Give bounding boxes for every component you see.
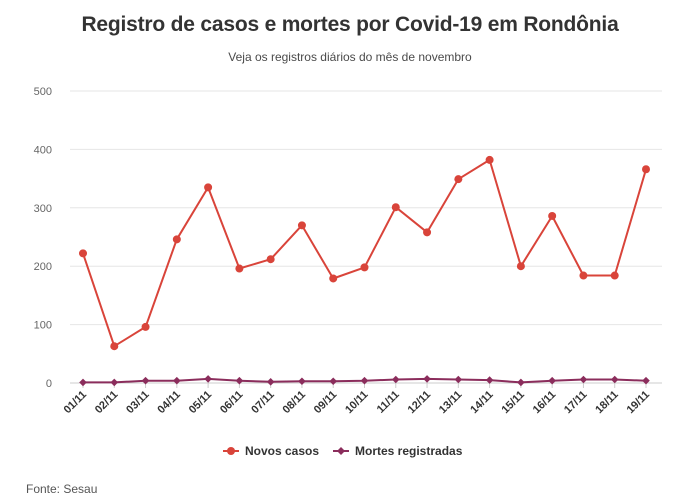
data-point-cases (579, 271, 588, 280)
data-point-cases (642, 165, 650, 174)
data-point-deaths (548, 376, 556, 385)
x-tick-label: 05/11 (187, 389, 215, 417)
legend-label-cases: Novos casos (245, 444, 319, 458)
series-layer (79, 155, 650, 387)
data-point-deaths (642, 376, 650, 385)
data-point-cases (266, 255, 275, 264)
y-axis-ticks: 0 100 200 300 400 500 (34, 86, 52, 390)
data-point-cases (110, 342, 119, 351)
legend-marker-cases (227, 447, 235, 455)
y-tick-label: 400 (34, 144, 52, 156)
x-tick-label: 15/11 (499, 389, 527, 417)
x-tick-label: 17/11 (562, 389, 590, 417)
data-point-deaths (423, 375, 431, 383)
x-tick-label: 14/11 (468, 389, 496, 417)
data-point-deaths (329, 377, 338, 386)
source-note: Fonte: Sesau (26, 482, 98, 496)
data-point-deaths (110, 378, 119, 387)
gridlines (70, 90, 662, 384)
data-point-deaths (235, 376, 244, 385)
data-point-cases (79, 249, 87, 258)
data-point-cases (391, 203, 400, 212)
data-point-deaths (298, 377, 306, 386)
data-point-deaths (454, 375, 463, 384)
x-tick-label: 01/11 (62, 389, 90, 417)
data-point-deaths (173, 376, 181, 385)
data-point-cases (610, 271, 619, 280)
y-tick-label: 200 (34, 261, 52, 273)
x-tick-label: 11/11 (375, 389, 402, 416)
x-tick-label: 16/11 (531, 389, 559, 417)
data-point-cases (454, 175, 463, 184)
x-tick-label: 13/11 (437, 389, 465, 417)
x-tick-label: 04/11 (155, 389, 183, 417)
x-tick-label: 12/11 (406, 389, 434, 417)
data-point-deaths (610, 375, 619, 384)
chart-subtitle: Veja os registros diários do mês de nove… (228, 50, 472, 64)
x-tick-label: 10/11 (343, 389, 371, 417)
x-tick-label: 19/11 (625, 389, 653, 417)
x-tick-label: 03/11 (124, 389, 152, 417)
legend-marker-deaths (337, 447, 345, 455)
y-tick-label: 0 (46, 378, 52, 390)
data-point-deaths (517, 378, 525, 387)
chart-title: Registro de casos e mortes por Covid-19 … (81, 13, 619, 36)
x-tick-label: 18/11 (593, 389, 621, 417)
y-tick-label: 300 (34, 203, 52, 215)
data-point-cases (141, 322, 150, 331)
data-point-deaths (204, 375, 212, 383)
data-point-cases (548, 211, 557, 220)
data-point-cases (423, 228, 432, 237)
data-point-cases (235, 264, 244, 273)
x-tick-label: 08/11 (281, 389, 309, 417)
line-chart: 0 100 200 300 400 500 01/11 02/11 03/11 04/11 05/… (34, 86, 662, 458)
legend: Novos casos Mortes registradas (223, 444, 463, 458)
x-tick-label: 07/11 (249, 389, 277, 417)
data-point-deaths (485, 376, 494, 384)
x-tick-label: 06/11 (218, 389, 246, 417)
legend-label-deaths: Mortes registradas (355, 444, 463, 458)
y-tick-label: 500 (34, 86, 52, 98)
data-point-deaths (579, 375, 588, 384)
data-point-deaths (141, 376, 150, 385)
data-point-deaths (391, 375, 400, 384)
data-point-deaths (360, 376, 369, 385)
data-point-cases (204, 183, 213, 192)
data-point-deaths (79, 378, 87, 387)
x-tick-label: 09/11 (312, 389, 340, 417)
data-point-cases (297, 221, 306, 230)
data-point-cases (360, 263, 369, 272)
y-tick-label: 100 (34, 320, 52, 332)
x-axis-ticks: 01/11 02/11 03/11 04/11 05/11 06/11 07/11 08/11… (62, 383, 653, 417)
data-point-cases (329, 274, 338, 283)
data-point-cases (516, 262, 525, 271)
data-point-deaths (266, 378, 275, 386)
data-point-cases (172, 235, 181, 244)
x-tick-label: 02/11 (93, 389, 121, 417)
data-point-cases (485, 155, 494, 164)
series-line-cases (82, 158, 647, 348)
